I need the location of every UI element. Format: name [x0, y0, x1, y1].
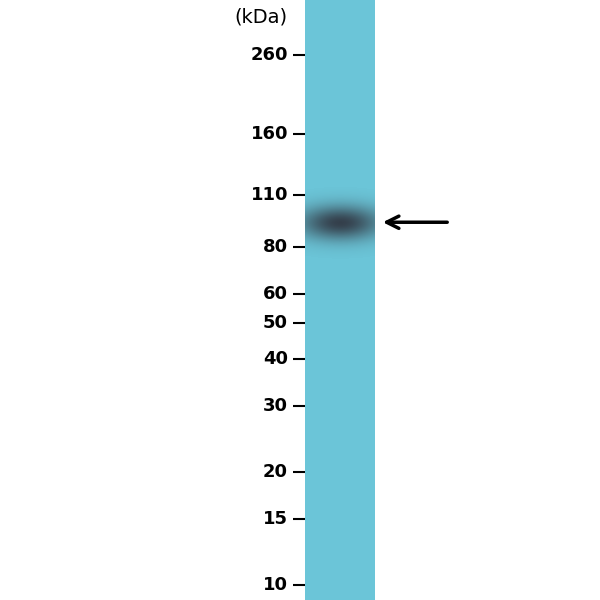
Text: 160: 160: [251, 125, 288, 143]
Text: 40: 40: [263, 350, 288, 368]
Bar: [305, 0, 375, 600]
Text: 10: 10: [263, 576, 288, 594]
Text: 80: 80: [263, 238, 288, 256]
Text: (kDa): (kDa): [235, 7, 288, 26]
Text: 50: 50: [263, 314, 288, 332]
Text: 20: 20: [263, 463, 288, 481]
Text: 260: 260: [251, 46, 288, 64]
Text: 60: 60: [263, 284, 288, 302]
Text: 30: 30: [263, 397, 288, 415]
Text: 15: 15: [263, 510, 288, 528]
Text: 110: 110: [251, 186, 288, 204]
